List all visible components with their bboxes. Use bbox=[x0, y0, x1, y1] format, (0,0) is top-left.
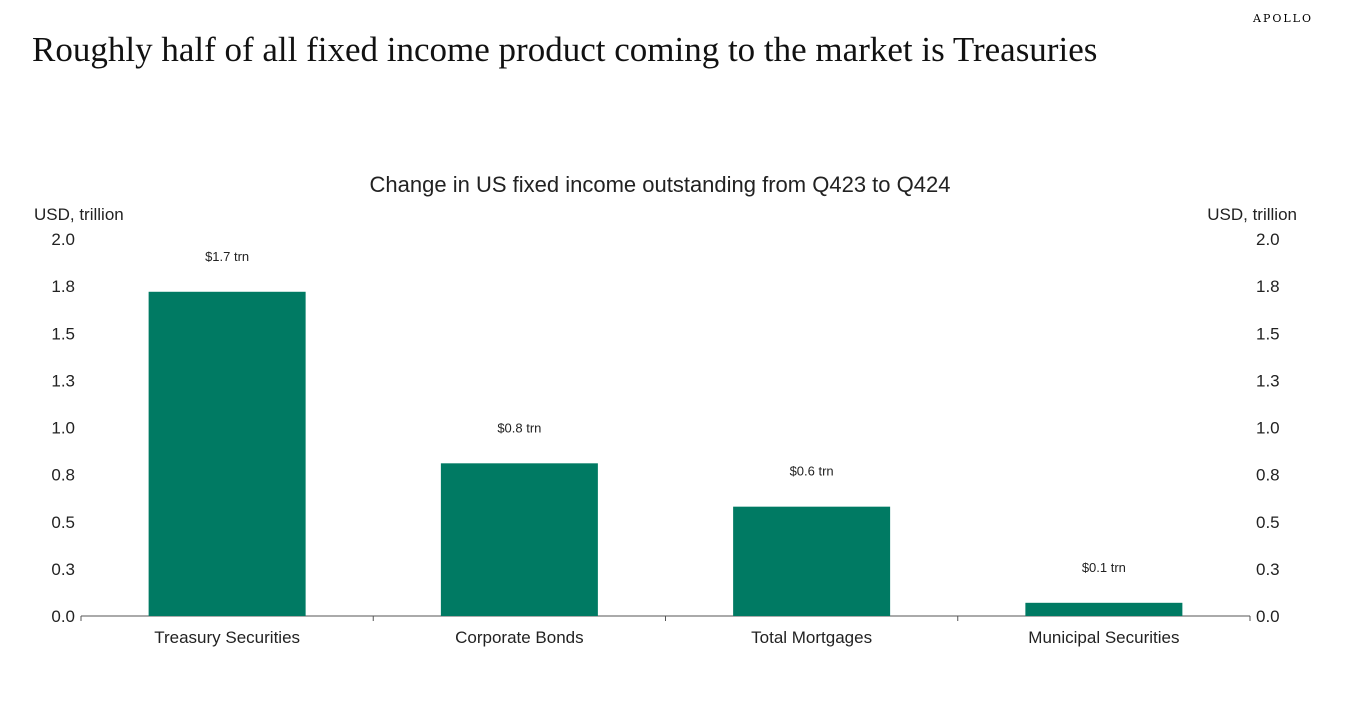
y-tick-label-right: 0.0 bbox=[1256, 607, 1280, 626]
y-tick-label-left: 1.0 bbox=[51, 419, 75, 438]
y-tick-label-left: 1.8 bbox=[51, 277, 75, 296]
bar bbox=[1025, 602, 1183, 616]
data-label: $0.8 trn bbox=[497, 420, 541, 435]
data-label: $0.6 trn bbox=[790, 464, 834, 479]
y-tick-label-right: 1.5 bbox=[1256, 324, 1280, 343]
y-axis-label-left: USD, trillion bbox=[34, 205, 124, 224]
x-category-label: Treasury Securities bbox=[154, 628, 300, 647]
bar bbox=[733, 506, 891, 616]
chart-title: Change in US fixed income outstanding fr… bbox=[370, 172, 951, 197]
data-label: $1.7 trn bbox=[205, 249, 249, 264]
x-category-label: Corporate Bonds bbox=[455, 628, 584, 647]
y-tick-label-right: 0.5 bbox=[1256, 513, 1280, 532]
bar bbox=[440, 463, 598, 616]
bar bbox=[148, 291, 306, 616]
y-tick-label-right: 0.8 bbox=[1256, 466, 1280, 485]
y-tick-label-right: 1.0 bbox=[1256, 419, 1280, 438]
y-axis-label-right: USD, trillion bbox=[1207, 205, 1297, 224]
y-tick-label-left: 0.8 bbox=[51, 466, 75, 485]
brand-logo: APOLLO bbox=[1253, 12, 1313, 25]
y-tick-label-right: 1.8 bbox=[1256, 277, 1280, 296]
y-tick-label-right: 1.3 bbox=[1256, 371, 1280, 390]
y-tick-label-left: 1.5 bbox=[51, 324, 75, 343]
x-category-label: Municipal Securities bbox=[1028, 628, 1179, 647]
y-tick-label-right: 0.3 bbox=[1256, 560, 1280, 579]
y-tick-label-left: 2.0 bbox=[51, 230, 75, 249]
y-tick-label-left: 0.3 bbox=[51, 560, 75, 579]
plot-area: 0.0 0.0 0.3 0.3 0.5 0.5 0.8 0.8 1.0 1.0 1.3 1.3 1.5 1… bbox=[51, 230, 1279, 647]
x-category-label: Total Mortgages bbox=[751, 628, 872, 647]
y-tick-label-left: 0.0 bbox=[51, 607, 75, 626]
y-tick-label-left: 1.3 bbox=[51, 371, 75, 390]
y-tick-label-right: 2.0 bbox=[1256, 230, 1280, 249]
data-label: $0.1 trn bbox=[1082, 560, 1126, 575]
page-headline: Roughly half of all fixed income product… bbox=[32, 30, 1098, 69]
y-tick-label-left: 0.5 bbox=[51, 513, 75, 532]
